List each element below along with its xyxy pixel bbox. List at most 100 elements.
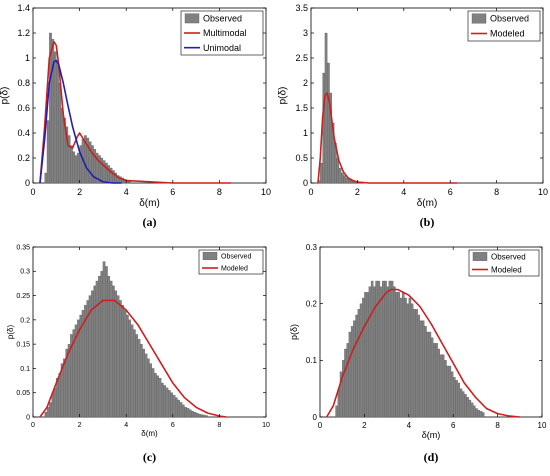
y-tick-label: 0.05: [16, 390, 30, 397]
y-tick-label: 3: [303, 28, 308, 38]
x-tick-label: 6: [448, 187, 453, 197]
histogram-bar: [123, 309, 127, 418]
histogram-bar: [413, 309, 416, 418]
y-tick-label: 1: [303, 128, 308, 138]
x-tick-label: 2: [77, 187, 82, 197]
histogram-bar: [142, 348, 145, 418]
histogram-bar: [98, 275, 101, 418]
histogram-bar: [177, 399, 180, 418]
histogram-bar: [77, 152, 80, 184]
legend-entry-modeled: Modeled: [221, 266, 248, 273]
histogram-bar: [322, 72, 326, 184]
histogram-bar: [359, 303, 363, 418]
histogram-bar: [135, 334, 139, 418]
histogram-bar: [165, 387, 169, 418]
y-tick-label: 0.8: [17, 78, 30, 88]
x-tick-label: 4: [407, 421, 412, 430]
series-line-modeled: [39, 299, 227, 418]
legend-swatch-observed: [184, 13, 200, 24]
histogram-bar: [151, 368, 155, 418]
legend: Observed Multimodal Unimodal: [180, 10, 264, 56]
series-line-modeled: [325, 288, 520, 418]
histogram-bar: [149, 363, 152, 418]
histogram-bar: [343, 175, 346, 184]
histogram-bar: [320, 162, 323, 184]
histogram-bar: [466, 397, 469, 418]
y-tick-label: 0.35: [16, 244, 30, 251]
histogram-bar: [446, 365, 449, 418]
histogram-bar: [72, 151, 76, 184]
histogram-bar: [44, 172, 48, 184]
x-tick-label: 10: [261, 187, 271, 197]
histogram-bar: [202, 414, 206, 418]
histogram-bar: [100, 157, 104, 184]
histogram-bar: [433, 343, 436, 418]
histogram-bar: [368, 286, 372, 418]
histogram-bar: [366, 292, 369, 418]
panel-caption: (b): [420, 215, 435, 229]
series-line-unimodal: [39, 59, 122, 184]
x-tick-label: 6: [451, 421, 456, 430]
histogram-bar: [53, 51, 57, 184]
y-tick-label: 0: [26, 414, 30, 421]
histogram-bar: [379, 286, 383, 418]
legend-entry-modeled: Modeled: [490, 29, 525, 39]
histogram-bar: [415, 309, 418, 418]
y-tick-label: 0.3: [306, 243, 318, 252]
histogram-bar: [341, 172, 344, 184]
y-tick-label: 0.15: [16, 342, 30, 349]
histogram-bar: [342, 360, 345, 418]
panel-caption: (d): [424, 450, 439, 464]
histogram-bar: [119, 300, 122, 418]
histogram-bar: [357, 309, 361, 418]
x-tick-label: 4: [124, 187, 129, 197]
histogram-bar: [353, 320, 356, 418]
y-axis-label: p(δ): [289, 324, 299, 340]
histogram-bar: [60, 107, 64, 184]
panel-caption: (a): [143, 215, 157, 229]
histogram-observed: [44, 261, 208, 418]
histogram-bar: [437, 348, 441, 418]
x-tick-label: 0: [31, 422, 35, 429]
histogram-bar: [355, 314, 358, 418]
panel-c: 0 2 4 6 8 10 0 0.05 0.1 0.15 0.2 0.25 0.3 0.35 δ(m) p(δ…: [6, 244, 270, 464]
legend-entry-modeled: Modeled: [491, 265, 522, 274]
histogram-bar: [395, 292, 398, 418]
histogram-bar: [401, 292, 405, 418]
y-tick-label: 1.4: [17, 3, 30, 13]
x-tick-label: 2: [355, 187, 360, 197]
histogram-bar: [100, 271, 104, 418]
histogram-bar: [116, 295, 120, 418]
histogram-bar: [170, 392, 173, 418]
y-tick-label: 0.4: [17, 128, 30, 138]
histogram-bar: [160, 382, 164, 418]
histogram-bar: [388, 280, 392, 418]
histogram-bar: [428, 331, 432, 418]
y-tick-label: 0.3: [20, 269, 30, 276]
x-tick-label: 8: [217, 187, 222, 197]
y-tick-label: 0.1: [306, 356, 318, 365]
histogram-bar: [448, 365, 452, 418]
histogram-bar: [410, 303, 414, 418]
x-axis-label: δ(m): [422, 430, 441, 440]
x-axis-label: δ(m): [139, 198, 160, 209]
histogram-bar: [457, 382, 461, 418]
x-tick-label: 0: [30, 187, 35, 197]
histogram-bar: [404, 297, 407, 418]
histogram-bar: [102, 261, 106, 418]
x-tick-label: 10: [262, 422, 270, 429]
histogram-bar: [417, 314, 421, 418]
y-tick-label: 0.2: [17, 153, 30, 163]
histogram-bar: [184, 407, 187, 418]
histogram-bar: [130, 324, 134, 418]
histogram-bar: [128, 181, 132, 184]
histogram-bar: [335, 405, 338, 418]
histogram-bar: [193, 411, 197, 418]
y-tick-label: 0.5: [295, 153, 308, 163]
panel-a: 0 2 4 6 8 10 0 0.2 0.4 0.6 0.8 1 1.2 1.4 δ(m) p(δ) Obser…: [0, 3, 271, 229]
histogram-bar: [421, 320, 425, 418]
histogram-bar: [109, 280, 113, 418]
histogram-bar: [375, 280, 378, 418]
legend-swatch-observed: [202, 251, 218, 261]
y-tick-label: 2: [303, 78, 308, 88]
